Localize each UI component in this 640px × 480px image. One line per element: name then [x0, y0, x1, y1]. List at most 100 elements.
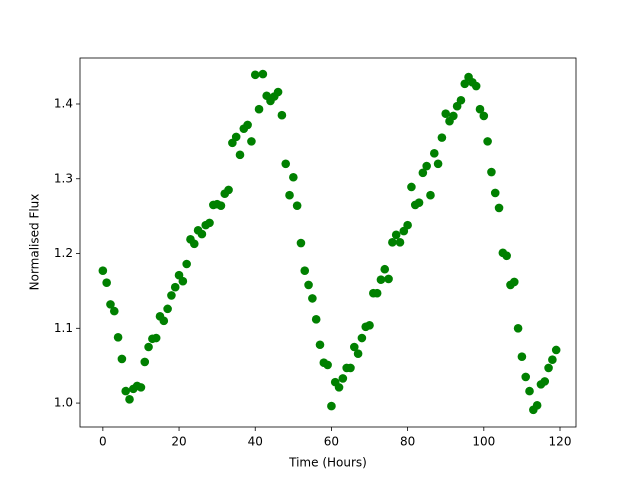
point — [365, 321, 374, 330]
x-tick-label: 100 — [472, 435, 495, 449]
point — [403, 220, 412, 230]
point — [502, 251, 511, 261]
point — [487, 167, 496, 177]
point — [121, 386, 131, 396]
point — [517, 352, 527, 362]
point — [338, 374, 348, 383]
point — [407, 182, 416, 192]
point — [353, 349, 363, 359]
point — [136, 383, 146, 392]
point — [323, 360, 332, 370]
point — [189, 239, 199, 249]
point — [113, 332, 123, 342]
point — [437, 133, 447, 142]
point — [98, 266, 108, 276]
x-tick-label: 120 — [549, 435, 572, 449]
plot-frame — [79, 57, 577, 428]
point — [258, 69, 268, 79]
point — [494, 203, 504, 213]
point — [281, 159, 291, 169]
point — [441, 109, 451, 119]
point — [205, 218, 214, 228]
point — [277, 110, 287, 120]
point — [315, 340, 325, 350]
point — [471, 81, 481, 91]
point — [292, 201, 302, 210]
point — [334, 383, 344, 392]
point — [247, 137, 256, 146]
point — [311, 315, 321, 324]
point — [346, 363, 355, 373]
point — [532, 401, 542, 410]
point — [327, 401, 336, 411]
point — [513, 324, 523, 333]
x-tick-label: 20 — [171, 435, 186, 449]
y-tick-label: 1.0 — [54, 396, 73, 410]
point — [125, 395, 134, 404]
point — [117, 354, 127, 364]
point — [372, 288, 382, 298]
point — [254, 104, 264, 114]
point — [109, 306, 119, 316]
point — [151, 333, 161, 343]
point — [456, 95, 466, 105]
point — [414, 198, 424, 207]
point — [490, 188, 500, 198]
point — [349, 342, 359, 352]
point — [197, 229, 207, 239]
point — [159, 316, 169, 326]
x-tick-label: 60 — [324, 435, 339, 449]
point — [509, 277, 519, 287]
x-tick-label: 80 — [400, 435, 415, 449]
point — [388, 238, 397, 247]
point — [548, 355, 557, 365]
x-axis-label: Time (Hours) — [288, 456, 367, 470]
point — [235, 150, 245, 160]
x-tick-label: 40 — [248, 435, 263, 449]
y-tick-label: 1.3 — [54, 171, 73, 185]
point — [391, 230, 401, 240]
point — [285, 190, 294, 200]
point — [106, 300, 115, 309]
point — [380, 264, 390, 274]
point — [384, 274, 393, 284]
point — [216, 201, 226, 210]
point — [525, 386, 534, 396]
y-tick-label: 1.4 — [54, 96, 73, 110]
point — [243, 120, 252, 130]
point — [170, 282, 180, 292]
point — [140, 357, 150, 367]
point — [102, 278, 111, 287]
point — [178, 276, 188, 286]
point — [163, 304, 172, 314]
point — [426, 190, 435, 200]
point — [250, 70, 260, 80]
point — [395, 238, 405, 247]
y-tick-label: 1.1 — [54, 321, 73, 335]
point — [460, 79, 470, 89]
point — [304, 280, 313, 290]
point — [308, 294, 317, 303]
point — [449, 111, 458, 121]
point — [357, 333, 367, 343]
point — [273, 87, 283, 97]
point — [167, 291, 176, 300]
point — [422, 161, 431, 171]
point — [483, 137, 492, 146]
point — [182, 259, 191, 269]
point — [300, 266, 310, 276]
point — [144, 342, 153, 352]
point — [433, 159, 443, 169]
point — [521, 372, 531, 382]
point — [551, 345, 561, 355]
point — [231, 132, 241, 142]
point — [376, 275, 386, 284]
point — [418, 168, 428, 178]
point — [224, 185, 233, 195]
x-tick-label: 0 — [99, 435, 107, 449]
point — [475, 104, 485, 114]
point — [429, 149, 439, 158]
point — [540, 377, 550, 386]
